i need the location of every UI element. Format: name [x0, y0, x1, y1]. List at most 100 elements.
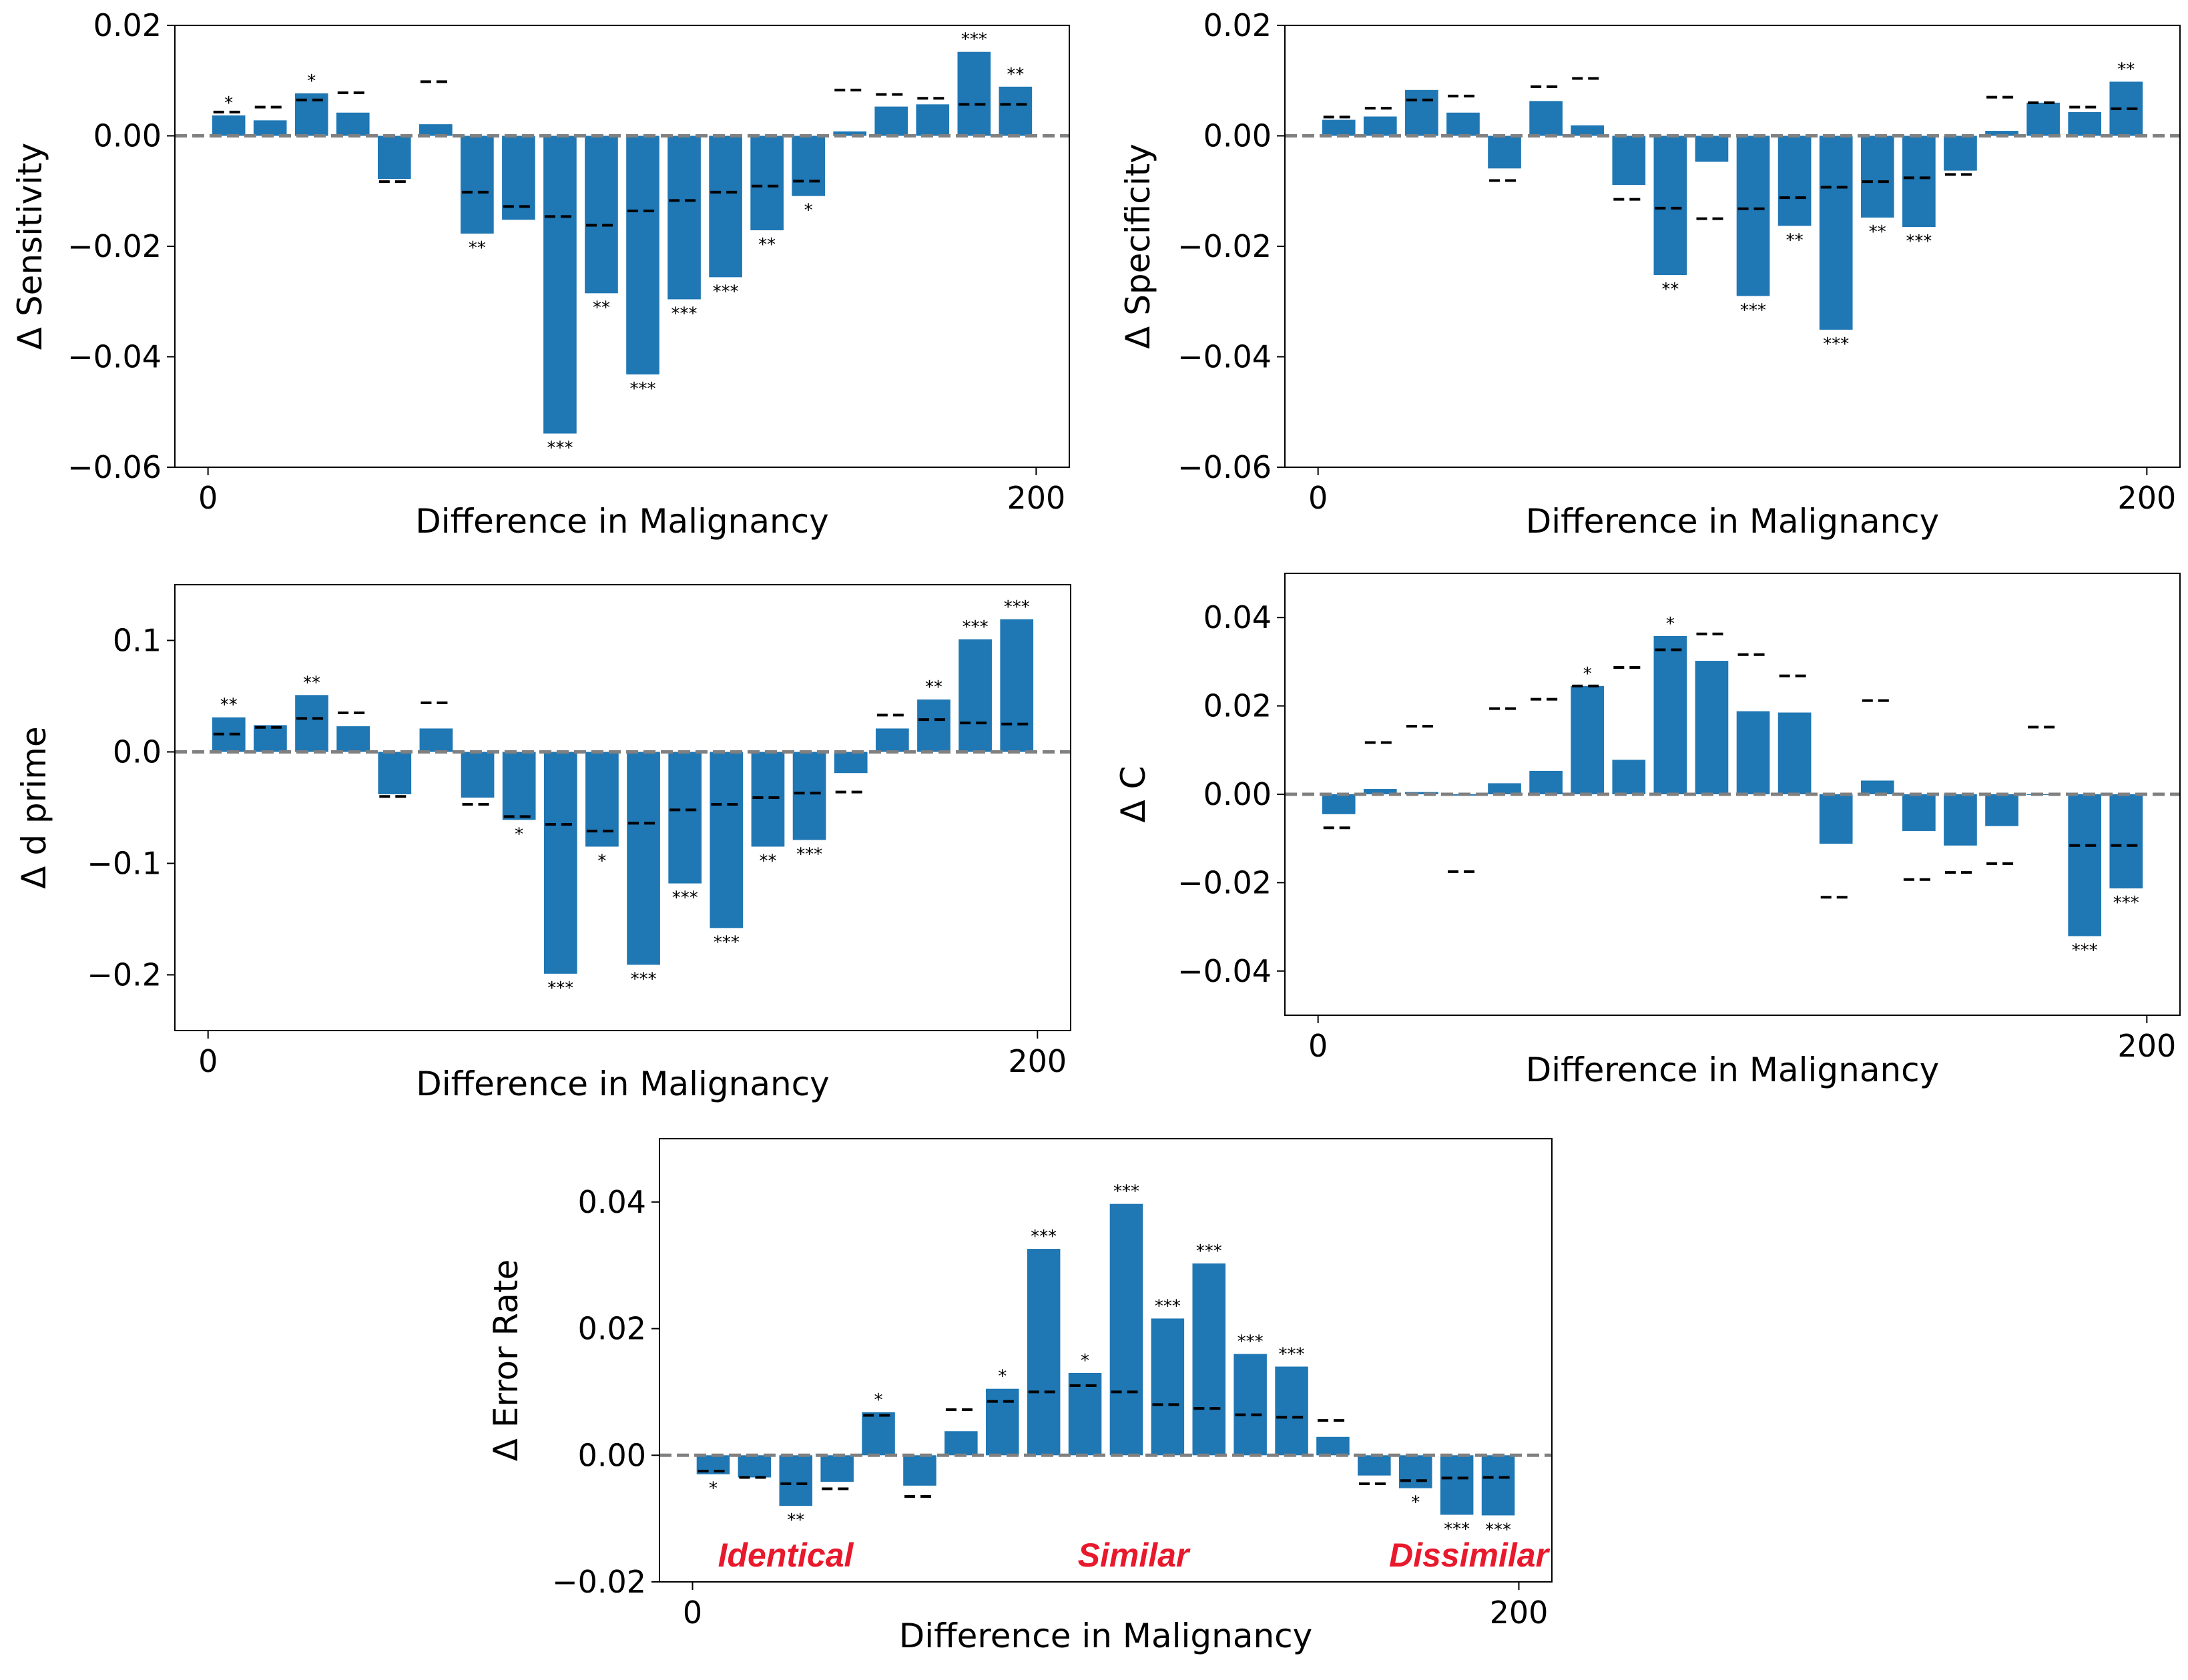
x-tick-label: 0 [1308, 480, 1328, 516]
significance-label: * [874, 1390, 883, 1410]
x-tick-label: 200 [2117, 480, 2176, 516]
bar [419, 124, 453, 136]
significance-label: * [998, 1367, 1007, 1387]
y-tick-label: −0.06 [67, 449, 162, 485]
bar [1481, 1455, 1515, 1516]
bar [1446, 112, 1480, 136]
y-tick-label: −0.06 [1177, 449, 1272, 485]
x-tick-label: 0 [198, 1043, 218, 1079]
significance-label: ** [1869, 222, 1886, 242]
bar [419, 728, 453, 752]
significance-label: *** [2072, 941, 2098, 961]
bar [874, 106, 908, 136]
null-threshold-series [1323, 77, 2142, 220]
x-axis-label: Difference in Malignancy [1526, 1051, 1940, 1089]
y-tick-label: 0.04 [578, 1184, 646, 1220]
bar [1405, 89, 1438, 136]
x-tick-label: 0 [683, 1595, 702, 1631]
bar [1612, 760, 1646, 794]
bar [1027, 1249, 1061, 1456]
bar [710, 752, 744, 928]
bar [1860, 780, 1894, 794]
significance-label: * [804, 201, 813, 221]
x-axis-ticks: 0 200 [198, 467, 1065, 516]
significance-label: ** [758, 235, 776, 255]
y-axis-label: Δ Specificity [1119, 144, 1157, 349]
y-axis-label: Δ Sensitivity [11, 143, 49, 350]
significance-label: *** [1004, 597, 1030, 617]
x-tick-label: 0 [198, 480, 218, 516]
y-tick-label: 0.02 [93, 7, 162, 43]
bar [779, 1455, 813, 1506]
significance-label: * [1081, 1351, 1089, 1371]
bar [1653, 135, 1687, 276]
region-label-similar: Similar [1078, 1536, 1191, 1574]
bar [985, 1388, 1019, 1456]
significance-label: * [1411, 1493, 1420, 1513]
bar [903, 1455, 936, 1486]
bar [461, 135, 494, 234]
significance-labels: ************************** [224, 30, 1024, 459]
y-tick-label: 0.02 [1203, 7, 1272, 43]
y-axis-label: Δ Error Rate [487, 1259, 525, 1462]
bar [957, 51, 991, 136]
bar [2026, 102, 2060, 136]
y-axis-label: Δ C [1114, 766, 1153, 822]
bar [1777, 135, 1812, 226]
significance-label: *** [1485, 1520, 1511, 1540]
y-axis-ticks: 0.02 0.00 −0.02 −0.04 −0.06 [1177, 7, 1285, 485]
significance-labels: ******************************* [709, 1182, 1511, 1541]
y-tick-label: 0.0 [113, 734, 162, 770]
bar [667, 135, 701, 300]
bar [2026, 794, 2060, 795]
bar [1944, 135, 1977, 171]
bar [875, 728, 909, 752]
bar [1322, 119, 1356, 136]
bar [709, 135, 742, 278]
bar [1488, 783, 1521, 794]
significance-label: * [1666, 614, 1675, 634]
bar [833, 131, 867, 136]
y-tick-label: −0.02 [552, 1564, 646, 1600]
bar [295, 695, 328, 752]
significance-label: ** [2117, 59, 2135, 79]
x-tick-label: 200 [1007, 480, 1065, 516]
bar [917, 699, 950, 752]
significance-label: *** [1155, 1296, 1181, 1316]
y-tick-label: 0.00 [93, 118, 162, 154]
significance-label: * [515, 824, 523, 844]
bar [738, 1455, 772, 1478]
bar [1358, 1455, 1391, 1476]
significance-label: * [1583, 664, 1592, 684]
bar [336, 112, 370, 136]
bar [377, 135, 411, 180]
bar [792, 135, 825, 196]
significance-label: *** [961, 30, 987, 50]
significance-label: * [307, 71, 316, 91]
bar-series [212, 51, 1033, 434]
plot-frame [174, 25, 1070, 468]
significance-label: *** [2113, 893, 2139, 913]
bar [336, 726, 370, 752]
bar [2068, 111, 2102, 136]
significance-label: ** [593, 298, 610, 318]
y-tick-label: −0.04 [67, 339, 162, 375]
bar [792, 752, 826, 840]
y-tick-label: −0.02 [67, 228, 162, 264]
null-threshold-series [1323, 632, 2142, 899]
panel-error-rate: **************************** *** 0.040.02… [487, 1138, 1553, 1655]
bar [1653, 636, 1687, 794]
bar [1440, 1455, 1474, 1515]
bar-series [212, 619, 1034, 974]
bar [1902, 794, 1936, 831]
y-tick-label: −0.04 [1177, 953, 1272, 989]
bar [1363, 116, 1397, 136]
significance-label: ** [787, 1510, 804, 1530]
x-axis-ticks: 0 200 [1308, 1015, 2176, 1064]
y-axis-ticks: 0.04 0.02 0.00 −0.02 [552, 1184, 659, 1600]
x-axis-label: Difference in Malignancy [416, 1065, 830, 1103]
bar [820, 1455, 854, 1482]
significance-label: *** [1444, 1519, 1470, 1539]
panel-specificity: ************ ***** 0.020.00−0.02−0.04−0.0… [1119, 7, 2181, 541]
